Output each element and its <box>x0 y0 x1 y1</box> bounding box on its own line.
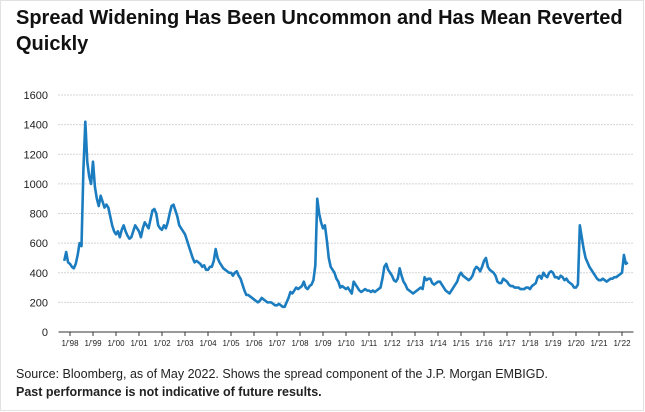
y-tick-label: 800 <box>30 209 48 221</box>
disclaimer: Past performance is not indicative of fu… <box>16 385 322 399</box>
source-note: Source: Bloomberg, as of May 2022. Shows… <box>16 367 548 381</box>
x-tick-label: 1/'22 <box>613 339 631 348</box>
y-tick-label: 200 <box>30 297 48 309</box>
y-tick-label: 1000 <box>24 179 48 191</box>
x-tick-label: 1/'21 <box>590 339 608 348</box>
chart-title: Quickly <box>16 33 89 55</box>
x-tick-label: 1/'99 <box>84 339 102 348</box>
x-tick-label: 1/'05 <box>222 339 240 348</box>
chart-title: Spread Widening Has Been Uncommon and Ha… <box>16 7 623 29</box>
x-tick-label: 1/'15 <box>452 339 470 348</box>
series-line <box>62 120 629 309</box>
x-tick-label: 1/'10 <box>337 339 355 348</box>
x-tick-label: 1/'01 <box>130 339 148 348</box>
x-tick-label: 1/'17 <box>498 339 516 348</box>
x-tick-label: 1/'20 <box>567 339 585 348</box>
x-tick-label: 1/'07 <box>268 339 286 348</box>
x-tick-label: 1/'16 <box>475 339 493 348</box>
x-tick-label: 1/'02 <box>153 339 171 348</box>
x-tick-label: 1/'18 <box>521 339 539 348</box>
y-tick-label: 600 <box>30 238 48 250</box>
y-tick-label: 1600 <box>24 90 48 102</box>
y-tick-label: 1400 <box>24 120 48 132</box>
x-tick-label: 1/'19 <box>544 339 562 348</box>
x-tick-label: 1/'11 <box>361 339 378 348</box>
y-tick-label: 0 <box>42 327 48 339</box>
x-tick-label: 1/'00 <box>107 339 125 348</box>
x-tick-label: 1/'12 <box>383 339 401 348</box>
x-tick-label: 1/'13 <box>406 339 424 348</box>
y-tick-label: 400 <box>30 268 48 280</box>
x-tick-label: 1/'09 <box>314 339 332 348</box>
x-tick-label: 1/'03 <box>176 339 194 348</box>
y-tick-label: 1200 <box>24 149 48 161</box>
x-tick-label: 1/'08 <box>291 339 309 348</box>
x-tick-label: 1/'04 <box>199 339 217 348</box>
x-tick-label: 1/'06 <box>245 339 263 348</box>
x-tick-label: 1/'14 <box>429 339 447 348</box>
x-tick-label: 1/'98 <box>61 339 79 348</box>
